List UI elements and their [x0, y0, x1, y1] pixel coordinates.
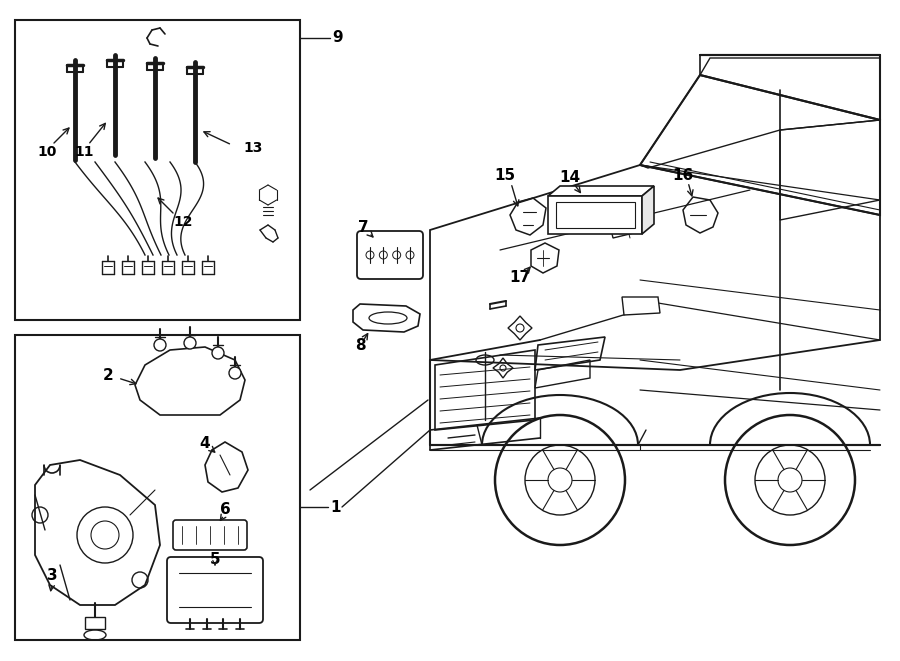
Text: 6: 6 [220, 502, 230, 518]
Bar [556, 202, 635, 228]
Bar [15, 20, 300, 320]
Text: 15: 15 [494, 167, 516, 182]
Text: 16: 16 [672, 167, 694, 182]
Polygon shape [622, 297, 660, 315]
Circle shape [212, 347, 224, 359]
Text: 3: 3 [47, 568, 58, 582]
Text: 9: 9 [332, 30, 343, 46]
Text: 10: 10 [37, 145, 57, 159]
Text: 17: 17 [509, 270, 531, 286]
Text: 2: 2 [103, 368, 113, 383]
Polygon shape [548, 196, 642, 234]
Text: 5: 5 [210, 553, 220, 568]
Bar [85, 617, 105, 629]
Circle shape [154, 339, 166, 351]
FancyBboxPatch shape [167, 557, 263, 623]
Text: 12: 12 [173, 215, 193, 229]
Text: 1: 1 [330, 500, 340, 514]
FancyBboxPatch shape [357, 231, 423, 279]
Text: 14: 14 [560, 171, 580, 186]
Text: 8: 8 [355, 338, 365, 352]
Circle shape [229, 367, 241, 379]
Text: 7: 7 [357, 221, 368, 235]
Text: 11: 11 [74, 145, 94, 159]
Bar [15, 335, 300, 640]
FancyBboxPatch shape [173, 520, 247, 550]
Circle shape [184, 337, 196, 349]
Polygon shape [548, 186, 654, 196]
Text: 4: 4 [200, 436, 211, 451]
Polygon shape [642, 186, 654, 234]
Text: 13: 13 [243, 141, 263, 155]
